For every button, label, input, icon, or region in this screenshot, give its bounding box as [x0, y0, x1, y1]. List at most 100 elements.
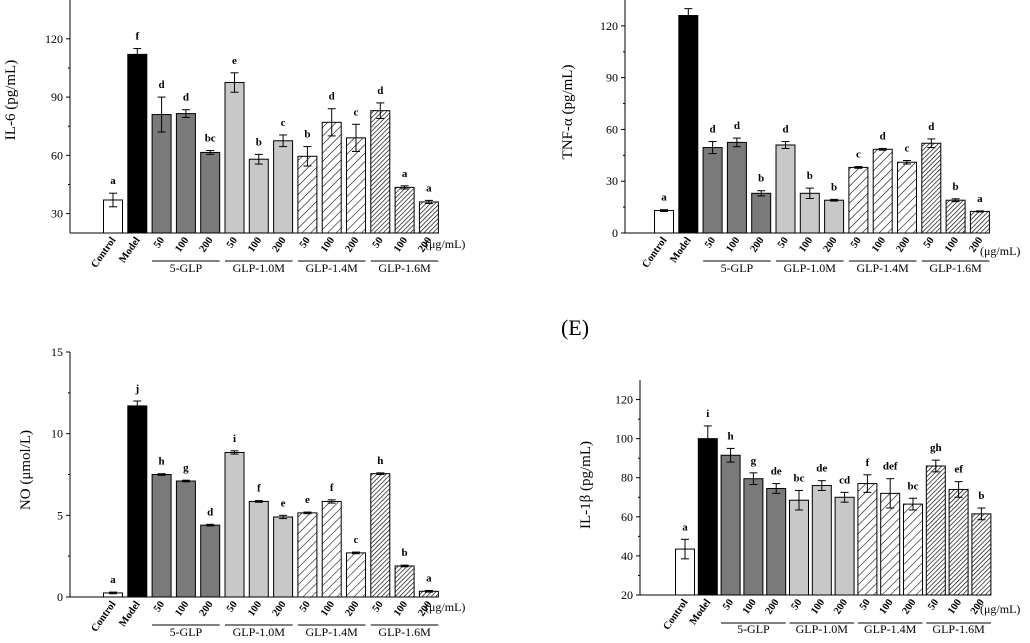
category-label: 100	[946, 597, 964, 616]
category-label: Control	[89, 235, 118, 270]
group-label: GLP-1.6M	[378, 261, 431, 275]
bar	[321, 121, 342, 234]
category-label: 200	[832, 597, 850, 616]
category-label: 100	[870, 235, 888, 254]
category-label: 200	[822, 235, 840, 254]
category-label: Model	[668, 235, 693, 265]
bar	[127, 405, 148, 598]
significance-letter: d	[159, 79, 165, 91]
y-tick-label: 60	[621, 510, 633, 524]
significance-letter: ef	[954, 464, 963, 476]
bar	[848, 166, 869, 234]
significance-letter: d	[377, 85, 383, 97]
significance-letter: a	[110, 175, 116, 187]
bar	[248, 158, 269, 234]
bar	[418, 201, 439, 234]
bar	[175, 113, 196, 234]
group-label: GLP-1.0M	[233, 625, 286, 639]
bar	[151, 474, 172, 598]
category-label: 100	[173, 235, 191, 254]
category-label: 200	[894, 235, 912, 254]
category-label: 50	[926, 597, 941, 612]
unit-label: (μg/mL)	[425, 600, 465, 614]
category-label: 50	[152, 599, 167, 614]
group-label: GLP-1.4M	[857, 261, 910, 275]
significance-letter: b	[831, 181, 837, 193]
significance-letter: f	[257, 483, 261, 495]
group-label: 5-GLP	[170, 625, 203, 639]
bar	[321, 500, 342, 598]
bar	[224, 451, 245, 598]
significance-letter: g	[751, 455, 757, 467]
significance-letter: h	[377, 455, 383, 467]
significance-letter: de	[771, 466, 782, 478]
y-tick-label: 120	[600, 19, 618, 33]
bar	[702, 147, 723, 234]
category-label: 100	[173, 599, 191, 618]
chart-il6: 30 60 90 120 IL-6 (pg/mL) a Control f Model d 50 d 1…	[3, 0, 465, 275]
category-label: 50	[152, 235, 167, 250]
significance-letter: de	[816, 463, 827, 475]
significance-letter: a	[426, 182, 432, 194]
significance-letter: b	[402, 547, 408, 559]
category-label: 200	[198, 235, 216, 254]
significance-letter: e	[686, 0, 691, 3]
significance-letter: c	[354, 106, 359, 118]
group-label: GLP-1.6M	[929, 261, 982, 275]
y-tick-label: 120	[615, 393, 633, 407]
category-label: Control	[661, 597, 690, 632]
bar	[925, 465, 946, 596]
bar	[945, 199, 966, 234]
bar	[811, 485, 832, 596]
category-label: 200	[900, 597, 918, 616]
y-tick-label: 15	[51, 345, 63, 359]
significance-letter: d	[329, 91, 335, 103]
bar	[248, 500, 269, 598]
category-label: Model	[117, 235, 142, 265]
significance-letter: bc	[908, 480, 919, 492]
category-label: 50	[849, 235, 864, 250]
category-label: 100	[319, 599, 337, 618]
bar	[903, 503, 923, 596]
bar	[297, 155, 318, 234]
y-tick-label: 10	[51, 427, 63, 441]
significance-letter: b	[304, 129, 310, 141]
category-label: 200	[271, 599, 289, 618]
significance-letter: c	[856, 149, 861, 161]
y-tick-label: 90	[51, 90, 63, 104]
chart-il1-beta: 20 40 60 80 100 120 IL-1β (pg/mL) a Control i Mode…	[578, 380, 1020, 636]
category-label: 200	[271, 235, 289, 254]
significance-letter: g	[183, 462, 189, 474]
significance-letter: j	[134, 383, 139, 395]
category-label: Model	[117, 599, 142, 629]
significance-letter: cd	[839, 474, 850, 486]
category-label: 100	[392, 235, 410, 254]
bar	[789, 499, 809, 596]
significance-letter: bc	[794, 472, 805, 484]
significance-letter: c	[905, 143, 910, 155]
y-tick-label: 60	[51, 148, 63, 162]
category-label: Control	[89, 599, 118, 634]
unit-label: (μg/mL)	[980, 244, 1020, 258]
bar	[175, 480, 196, 598]
chart-no: 0 5 10 15 NO (μmol/L) a Control j Model h 50 g 100 d 2…	[18, 345, 465, 639]
bar	[824, 199, 845, 234]
y-tick-label: 5	[57, 508, 63, 522]
bar	[346, 552, 366, 598]
y-tick-label: 40	[621, 549, 633, 563]
bar	[872, 148, 893, 234]
group-label: GLP-1.4M	[864, 622, 917, 636]
significance-letter: a	[426, 572, 432, 584]
group-label: GLP-1.6M	[378, 625, 431, 639]
y-tick-label: 90	[606, 71, 618, 85]
category-label: Control	[640, 235, 669, 270]
bar	[346, 137, 366, 234]
bar	[766, 487, 787, 596]
significance-letter: d	[880, 130, 886, 142]
category-label: 50	[225, 235, 240, 250]
bar	[775, 144, 796, 234]
significance-letter: d	[710, 124, 716, 136]
y-tick-label: 60	[606, 122, 618, 136]
bar	[370, 473, 391, 598]
